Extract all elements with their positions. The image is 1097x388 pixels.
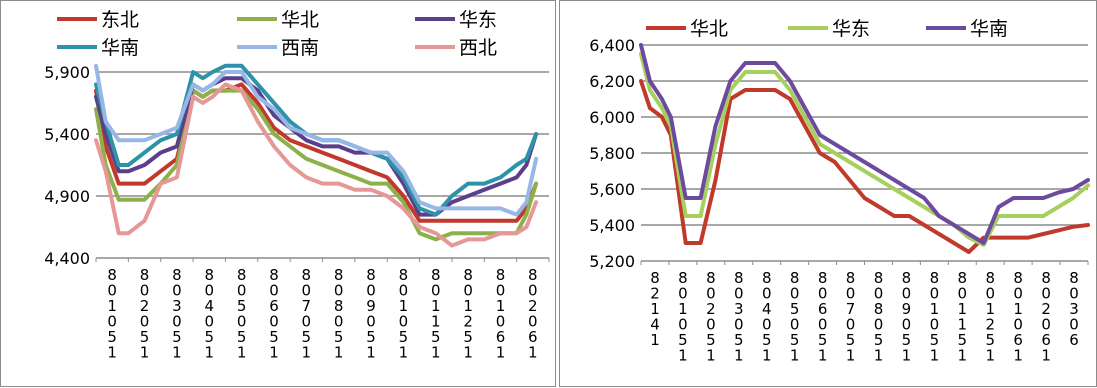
legend-label: 华南 bbox=[101, 37, 139, 59]
y-tick-label: 5,600 bbox=[589, 180, 635, 199]
y-tick-label: 6,200 bbox=[589, 72, 635, 91]
series-line-3 bbox=[94, 63, 539, 217]
legend-label: 西南 bbox=[281, 37, 319, 59]
legend-label: 华南 bbox=[970, 18, 1008, 40]
legend-label: 东北 bbox=[101, 9, 139, 31]
chart-left: 4,400 4,900 5,400 5,900 8 0 1 0 5 1 8 0 2 0 5 1 8 0 3 0 5 1 8 0… bbox=[44, 9, 550, 362]
chart-right: 5,200 5,400 5,600 5,800 6,000 6,200 6,400 8 2 1 4 1… bbox=[589, 18, 1090, 365]
legend-label: 华东 bbox=[459, 9, 497, 31]
legend-label: 西北 bbox=[459, 37, 497, 59]
chart-left-panel: 4,400 4,900 5,400 5,900 8 0 1 0 5 1 8 0 2 0 5 1 8 0 3 0 5 1 8 0… bbox=[0, 0, 556, 387]
y-tick-label: 5,800 bbox=[589, 144, 635, 163]
legend-label: 华北 bbox=[281, 9, 319, 31]
series-line-4 bbox=[94, 63, 539, 217]
y-tick-label: 5,400 bbox=[44, 125, 90, 144]
chart-right-panel: 5,200 5,400 5,600 5,800 6,000 6,200 6,400 8 2 1 4 1… bbox=[559, 0, 1097, 387]
y-tick-label: 6,400 bbox=[589, 36, 635, 55]
y-tick-label: 6,000 bbox=[589, 108, 635, 127]
series-line-0 bbox=[639, 79, 1090, 254]
series-line-1 bbox=[94, 88, 539, 242]
series-line-1 bbox=[639, 52, 1090, 247]
series-line-0 bbox=[94, 82, 539, 223]
y-tick-label: 5,900 bbox=[44, 63, 90, 82]
y-tick-label: 4,900 bbox=[44, 187, 90, 206]
series-line-5 bbox=[94, 82, 539, 248]
y-tick-label: 4,400 bbox=[44, 249, 90, 268]
legend-label: 华北 bbox=[690, 18, 728, 40]
legend-label: 华东 bbox=[832, 18, 870, 40]
series-line-2 bbox=[94, 76, 539, 217]
series-line-2 bbox=[639, 43, 1090, 245]
y-tick-label: 5,200 bbox=[589, 252, 635, 271]
y-tick-label: 5,400 bbox=[589, 216, 635, 235]
